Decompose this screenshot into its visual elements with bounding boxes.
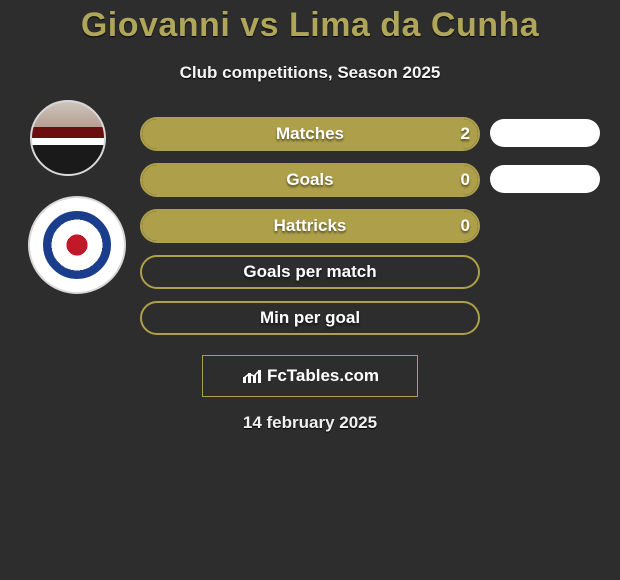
main-title: Giovanni vs Lima da Cunha bbox=[0, 0, 620, 45]
player2-avatar bbox=[28, 196, 126, 294]
fctables-logo-box[interactable]: FcTables.com bbox=[202, 355, 418, 397]
right-ellipse bbox=[490, 119, 600, 147]
stat-value-left: 2 bbox=[461, 117, 470, 151]
fctables-logo-text: FcTables.com bbox=[267, 366, 379, 386]
subtitle: Club competitions, Season 2025 bbox=[0, 63, 620, 83]
stat-label: Hattricks bbox=[140, 209, 480, 243]
bar-chart-icon bbox=[241, 367, 263, 385]
stat-row: Min per goal bbox=[0, 295, 620, 341]
fctables-logo: FcTables.com bbox=[241, 366, 379, 386]
stat-label: Goals bbox=[140, 163, 480, 197]
club-badge-icon bbox=[43, 211, 111, 279]
stat-label: Goals per match bbox=[140, 255, 480, 289]
stat-label: Matches bbox=[140, 117, 480, 151]
right-ellipse bbox=[490, 165, 600, 193]
stat-value-left: 0 bbox=[461, 209, 470, 243]
player1-avatar bbox=[30, 100, 106, 176]
stat-label: Min per goal bbox=[140, 301, 480, 335]
avatars-stack bbox=[8, 100, 128, 294]
date-line: 14 february 2025 bbox=[0, 413, 620, 433]
stat-value-left: 0 bbox=[461, 163, 470, 197]
